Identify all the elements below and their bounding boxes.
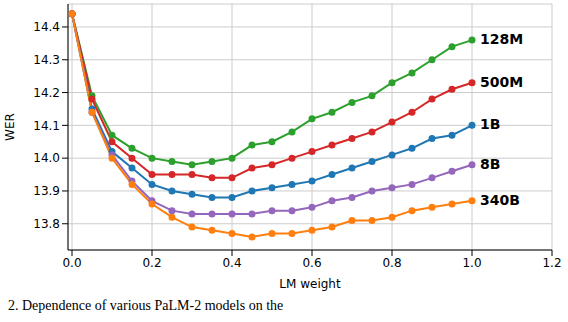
svg-text:500M: 500M (480, 74, 523, 90)
svg-text:14.0: 14.0 (33, 151, 60, 165)
svg-text:0.0: 0.0 (62, 256, 81, 270)
svg-text:1.2: 1.2 (542, 256, 560, 270)
html-text:2. Dependence of various PaLM-: 2. Dependence of various PaLM-2 models o… (8, 298, 284, 313)
svg-text:1.0: 1.0 (462, 256, 481, 270)
svg-text:1B: 1B (480, 116, 500, 132)
svg-text:0.8: 0.8 (382, 256, 401, 270)
svg-text:0.4: 0.4 (222, 256, 241, 270)
svg-text:0.2: 0.2 (142, 256, 161, 270)
svg-text:14.1: 14.1 (33, 119, 60, 133)
svg-text:14.2: 14.2 (33, 86, 60, 100)
svg-text:LM weight: LM weight (279, 277, 341, 291)
svg-text:WER: WER (8, 113, 17, 141)
svg-text:340B: 340B (480, 192, 520, 208)
svg-text:13.8: 13.8 (33, 217, 60, 231)
svg-text:14.4: 14.4 (33, 20, 60, 34)
svg-text:13.9: 13.9 (33, 184, 60, 198)
svg-text:14.3: 14.3 (33, 53, 60, 67)
svg-text:0.6: 0.6 (302, 256, 321, 270)
svg-text:8B: 8B (480, 156, 500, 172)
svg-text:128M: 128M (480, 31, 523, 47)
